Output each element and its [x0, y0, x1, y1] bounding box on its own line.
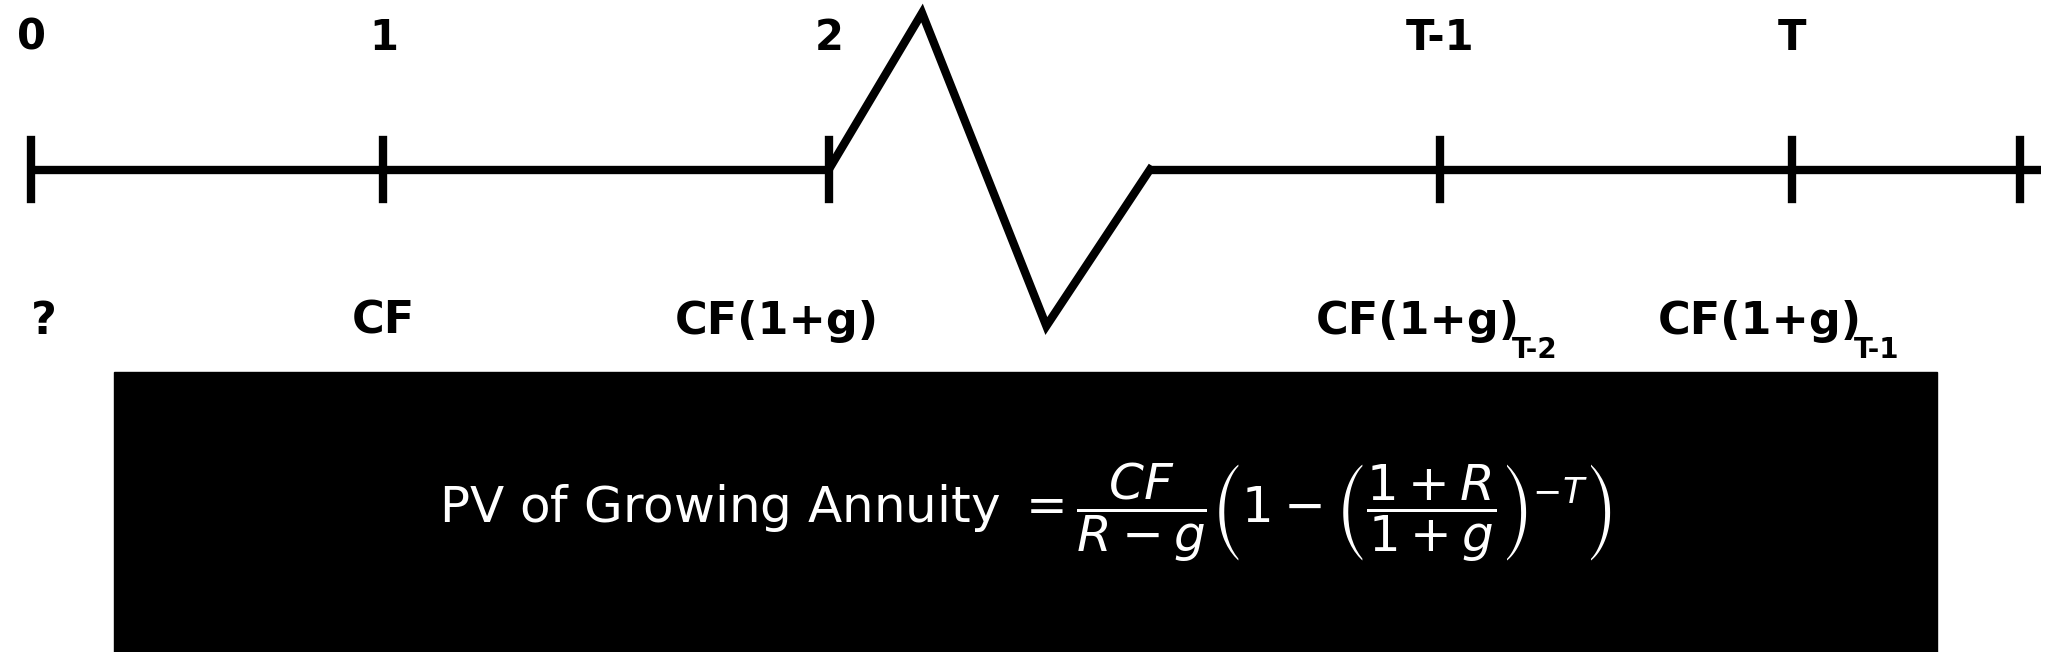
Text: ?: ? [31, 300, 56, 343]
Text: PV of Growing Annuity $= \dfrac{CF}{R-g}\left(1-\left(\dfrac{1+R}{1+g}\right)^{-: PV of Growing Annuity $= \dfrac{CF}{R-g}… [439, 460, 1612, 563]
Text: T-1: T-1 [1854, 336, 1898, 364]
Text: CF(1+g): CF(1+g) [1658, 300, 1863, 343]
Text: CF(1+g): CF(1+g) [675, 300, 879, 343]
Text: 2: 2 [814, 17, 843, 59]
Text: T-2: T-2 [1513, 336, 1558, 364]
Text: 1: 1 [369, 17, 398, 59]
Text: 0: 0 [17, 17, 46, 59]
Text: CF(1+g): CF(1+g) [1316, 300, 1521, 343]
Text: T-1: T-1 [1405, 17, 1475, 59]
FancyBboxPatch shape [114, 372, 1937, 652]
Text: T: T [1778, 17, 1807, 59]
Text: CF: CF [352, 300, 414, 343]
